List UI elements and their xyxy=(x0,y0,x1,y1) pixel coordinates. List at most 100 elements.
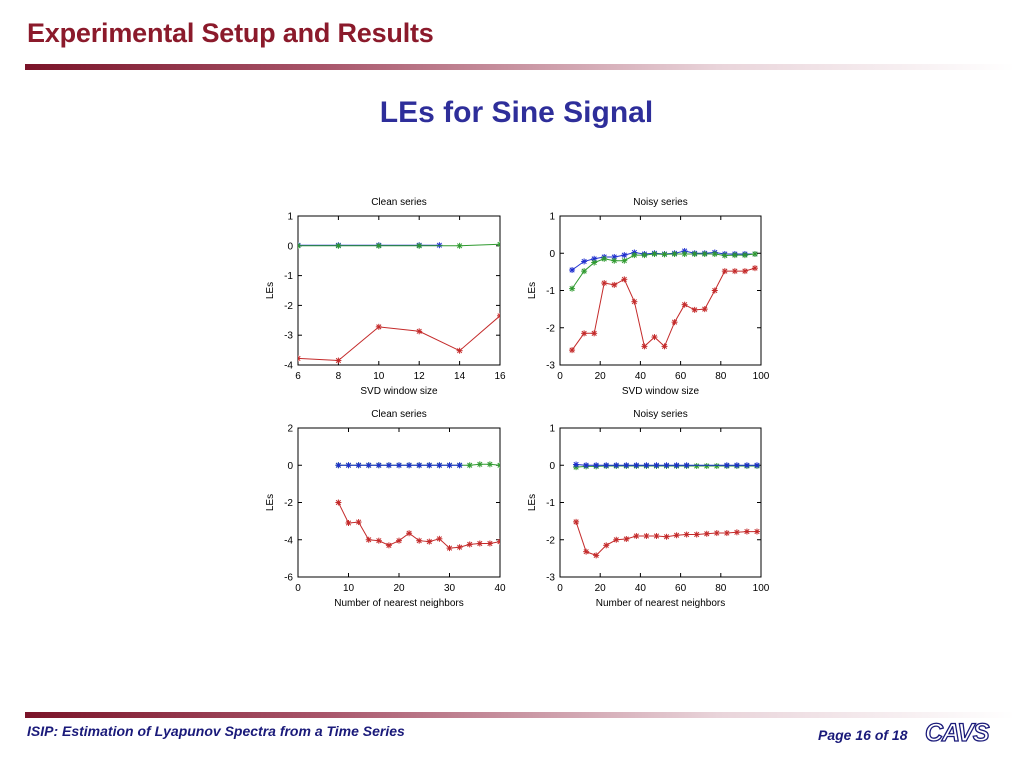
data-point-marker xyxy=(466,462,473,469)
plot-area xyxy=(573,461,760,559)
data-point-marker xyxy=(663,462,670,469)
data-point-marker xyxy=(653,533,660,540)
data-point-marker xyxy=(631,252,638,259)
data-point-marker xyxy=(476,461,483,468)
data-point-marker xyxy=(731,252,738,259)
data-point-marker xyxy=(355,519,362,526)
data-point-marker xyxy=(345,519,352,526)
data-point-marker xyxy=(701,250,708,257)
data-point-marker xyxy=(621,252,628,259)
x-tick-label: 80 xyxy=(715,583,727,594)
data-point-marker xyxy=(416,537,423,544)
x-tick-label: 100 xyxy=(753,371,770,382)
x-tick-label: 100 xyxy=(753,583,770,594)
chart-panel-1: 6 8 10 12 14 16 -4 -3 -2 -1 0 1 Clean series SVD wind… xyxy=(265,197,506,397)
chart-panel-4: 0 20 40 60 80 100 -3 -2 -1 0 1 Noisy series Number o… xyxy=(527,409,770,609)
chart-panel-3: 0 10 20 30 40 -6 -4 -2 0 2 Clean series Number of n… xyxy=(265,409,506,609)
y-tick-label: -4 xyxy=(284,361,293,372)
data-point-marker xyxy=(446,545,453,552)
data-point-marker xyxy=(426,538,433,545)
data-point-marker xyxy=(621,257,628,264)
data-point-marker xyxy=(375,462,382,469)
data-point-marker xyxy=(611,281,618,288)
y-tick-label: -4 xyxy=(284,535,293,546)
data-point-marker xyxy=(721,268,728,275)
x-tick-label: 30 xyxy=(444,583,456,594)
data-point-marker xyxy=(723,530,730,537)
y-tick-label: 0 xyxy=(549,461,555,472)
data-point-marker xyxy=(623,536,630,543)
x-axis-label: Number of nearest neighbors xyxy=(334,598,464,609)
data-point-marker xyxy=(741,252,748,259)
data-point-marker xyxy=(581,330,588,337)
x-tick-label: 40 xyxy=(494,583,506,594)
data-point-marker xyxy=(456,462,463,469)
data-point-marker xyxy=(591,330,598,337)
data-point-marker xyxy=(486,540,493,547)
x-tick-label: 20 xyxy=(393,583,405,594)
data-point-marker xyxy=(621,276,628,283)
data-point-marker xyxy=(741,268,748,275)
data-point-marker xyxy=(486,461,493,468)
data-point-marker xyxy=(365,462,372,469)
data-point-marker xyxy=(623,462,630,469)
data-point-marker xyxy=(466,541,473,548)
data-point-marker xyxy=(593,552,600,559)
x-tick-label: 16 xyxy=(494,371,506,382)
data-point-marker xyxy=(733,529,740,536)
data-point-marker xyxy=(385,542,392,549)
plot-area xyxy=(298,241,500,364)
data-point-marker xyxy=(335,499,342,506)
data-point-marker xyxy=(681,250,688,257)
data-point-marker xyxy=(643,533,650,540)
x-tick-label: 0 xyxy=(557,371,563,382)
y-tick-label: -2 xyxy=(284,498,293,509)
data-point-marker xyxy=(416,242,423,249)
y-axis-label: LEs xyxy=(265,282,276,299)
data-point-marker xyxy=(335,357,342,364)
series-line xyxy=(298,243,500,247)
data-point-marker xyxy=(701,306,708,313)
x-tick-label: 8 xyxy=(336,371,342,382)
data-point-marker xyxy=(497,241,500,248)
y-axis-label: LEs xyxy=(527,282,538,299)
plot-area xyxy=(335,461,500,552)
data-point-marker xyxy=(365,536,372,543)
data-point-marker xyxy=(581,258,588,265)
data-point-marker xyxy=(611,257,618,264)
x-tick-label: 14 xyxy=(454,371,466,382)
data-point-marker xyxy=(436,535,443,542)
y-tick-label: -3 xyxy=(284,331,293,342)
x-tick-label: 10 xyxy=(343,583,355,594)
data-point-marker xyxy=(651,334,658,341)
data-point-marker xyxy=(593,462,600,469)
y-axis-label: LEs xyxy=(265,494,276,511)
data-point-marker xyxy=(601,255,608,262)
data-point-marker xyxy=(661,343,668,350)
y-tick-label: -2 xyxy=(546,535,555,546)
data-point-marker xyxy=(711,287,718,294)
data-point-marker xyxy=(583,548,590,555)
data-point-marker xyxy=(721,252,728,259)
data-point-marker xyxy=(611,253,618,260)
x-tick-label: 20 xyxy=(595,371,607,382)
data-point-marker xyxy=(335,242,342,249)
y-tick-label: -1 xyxy=(546,498,555,509)
data-point-marker xyxy=(671,319,678,326)
data-point-marker xyxy=(396,537,402,544)
x-tick-label: 40 xyxy=(635,371,647,382)
data-point-marker xyxy=(573,518,580,525)
chart-title: Clean series xyxy=(371,197,427,208)
data-point-marker xyxy=(693,531,700,538)
data-point-marker xyxy=(651,250,658,257)
footer-presentation-title: ISIP: Estimation of Lyapunov Spectra fro… xyxy=(27,723,405,739)
data-point-marker xyxy=(691,306,698,313)
data-point-marker xyxy=(298,355,301,362)
data-point-marker xyxy=(633,462,640,469)
x-axis-label: Number of nearest neighbors xyxy=(596,598,726,609)
y-tick-label: 2 xyxy=(287,424,293,435)
data-point-marker xyxy=(711,250,718,257)
slide-title: LEs for Sine Signal xyxy=(379,96,654,129)
data-point-marker xyxy=(643,462,650,469)
